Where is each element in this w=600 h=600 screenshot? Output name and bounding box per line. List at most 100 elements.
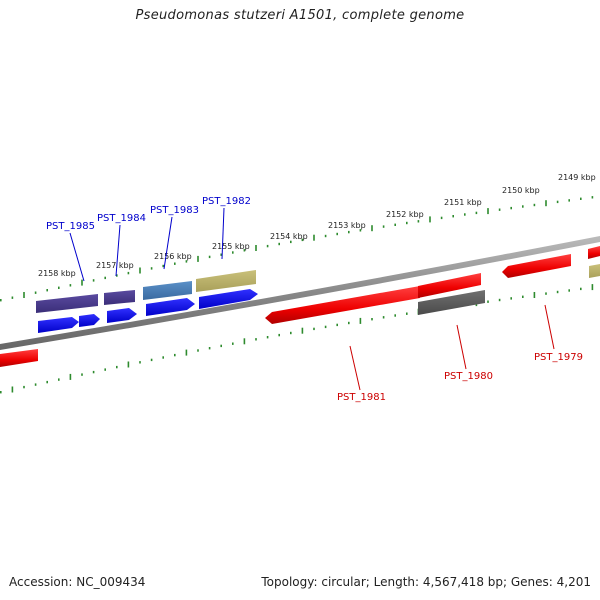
inner-ruler-minor-tick: [34, 383, 37, 386]
label-pst-1982[interactable]: PST_1982: [202, 196, 251, 207]
outer-ruler-minor-tick: [556, 200, 559, 204]
cds-arrow-5[interactable]: [199, 289, 258, 309]
inner-ruler-minor-tick: [313, 327, 315, 331]
label-pst-1980[interactable]: PST_1980: [444, 371, 493, 382]
outer-ruler-minor-tick: [406, 221, 408, 225]
outer-ruler-minor-tick: [278, 242, 280, 246]
inner-ruler-minor-tick: [487, 300, 489, 303]
ruler-label-2151: 2151 kbp: [444, 198, 482, 207]
outer-ruler-minor-tick: [580, 197, 582, 200]
inner-ruler-minor-tick: [162, 356, 164, 359]
outer-ruler-minor-tick: [58, 286, 60, 289]
inner-ruler-major-tick: [533, 292, 536, 298]
gene-pst-1980-block[interactable]: [418, 290, 485, 315]
inner-ruler-major-tick: [127, 361, 130, 368]
gene-pst-1981-arrow[interactable]: [265, 286, 420, 324]
inner-ruler-major-tick: [185, 349, 188, 356]
outer-ruler-minor-tick: [150, 267, 153, 270]
outer-ruler-minor-tick: [591, 196, 594, 199]
outer-ruler-major-tick: [81, 279, 83, 286]
gene-labels: PST_1985 PST_1984 PST_1983 PST_1982 PST_…: [46, 196, 583, 403]
label-pst-1985[interactable]: PST_1985: [46, 221, 95, 232]
gene-red-feature-left[interactable]: [0, 349, 38, 367]
topology-summary: Topology: circular; Length: 4,567,418 bp…: [261, 575, 591, 589]
outer-ruler-minor-tick: [510, 206, 512, 210]
outer-ruler-minor-tick: [208, 255, 211, 259]
gene-pst-1983-block[interactable]: [143, 281, 192, 300]
inner-ruler-minor-tick: [382, 316, 385, 319]
cds-arrow-4[interactable]: [146, 298, 195, 316]
label-pst-1981[interactable]: PST_1981: [337, 392, 386, 403]
outer-ruler-minor-tick: [232, 251, 234, 254]
ruler-label-2156: 2156 kbp: [154, 252, 192, 261]
leader-pst-1984: [115, 224, 121, 277]
outer-ruler-minor-tick: [382, 225, 385, 228]
inner-ruler-major-tick: [243, 338, 246, 345]
outer-ruler-major-tick: [313, 234, 315, 241]
cds-arrow-1[interactable]: [38, 317, 79, 333]
inner-ruler-minor-tick: [58, 378, 60, 381]
outer-ruler-minor-tick: [11, 296, 14, 299]
inner-ruler-minor-tick: [545, 292, 547, 295]
label-pst-1984[interactable]: PST_1984: [97, 213, 146, 224]
reverse-features: [0, 254, 571, 367]
inner-ruler-major-tick: [301, 327, 304, 334]
outer-ruler-minor-tick: [220, 253, 222, 256]
outer-ruler-minor-tick: [243, 249, 246, 252]
outer-ruler-major-tick: [429, 216, 431, 223]
outer-ruler-labels: 2158 kbp 2157 kbp 2156 kbp 2155 kbp 2154…: [38, 173, 596, 278]
gene-pst-1982-block[interactable]: [196, 270, 256, 292]
inner-ruler-minor-tick: [255, 338, 257, 341]
outer-ruler-major-tick: [139, 267, 141, 274]
inner-ruler-minor-tick: [498, 298, 501, 302]
inner-ruler-minor-tick: [46, 380, 48, 384]
gene-red-feature-upper[interactable]: [588, 246, 600, 259]
outer-ruler-minor-tick: [34, 291, 37, 294]
outer-ruler-minor-tick: [266, 244, 269, 248]
gene-pst-1979-arrow[interactable]: [502, 254, 571, 278]
inner-ruler-major-tick: [591, 284, 594, 291]
inner-ruler-minor-tick: [232, 342, 234, 345]
leader-pst-1981: [349, 345, 361, 391]
outer-ruler-minor-tick: [464, 213, 466, 216]
inner-ruler-minor-tick: [522, 295, 524, 298]
outer-ruler-major-tick: [197, 255, 199, 262]
inner-ruler-minor-tick: [580, 287, 582, 291]
inner-ruler-minor-tick: [81, 373, 83, 376]
outer-ruler-minor-tick: [336, 232, 338, 236]
outer-ruler-minor-tick: [46, 289, 48, 292]
outer-ruler-minor-tick: [568, 199, 570, 202]
label-pst-1979[interactable]: PST_1979: [534, 352, 583, 363]
ruler-label-2155: 2155 kbp: [212, 242, 250, 251]
outer-ruler-minor-tick: [324, 234, 327, 238]
inner-ruler-minor-tick: [290, 331, 292, 335]
cds-arrow-3[interactable]: [107, 308, 137, 323]
ruler-label-2157: 2157 kbp: [96, 261, 134, 270]
ruler-label-2150: 2150 kbp: [502, 186, 540, 195]
inner-ruler-minor-tick: [104, 368, 106, 371]
inner-ruler-minor-tick: [510, 297, 512, 300]
gene-pst-1984-block[interactable]: [104, 290, 135, 305]
outer-ruler-major-tick: [545, 200, 547, 207]
leader-pst-1979: [544, 304, 555, 350]
inner-ruler-minor-tick: [324, 325, 327, 329]
outer-ruler-minor-tick: [417, 220, 420, 223]
inner-ruler-minor-tick: [406, 312, 408, 315]
inner-ruler-minor-tick: [394, 314, 396, 317]
ruler-label-2154: 2154 kbp: [270, 232, 308, 241]
cds-arrow-2[interactable]: [79, 314, 100, 327]
label-pst-1983[interactable]: PST_1983: [150, 205, 199, 216]
inner-ruler-minor-tick: [23, 385, 25, 389]
inner-ruler-major-tick: [69, 373, 72, 380]
outer-ruler-minor-tick: [498, 208, 501, 211]
gene-pst-1985-block[interactable]: [36, 294, 98, 313]
outer-ruler-minor-tick: [162, 264, 164, 268]
outer-ruler-major-tick: [371, 225, 373, 232]
gene-pst-1981-arrow-b[interactable]: [418, 273, 481, 298]
gene-khaki-feature-edge[interactable]: [589, 264, 600, 278]
outer-ruler-ticks: [0, 196, 594, 302]
inner-ruler-minor-tick: [568, 289, 570, 292]
outer-ruler-minor-tick: [290, 240, 292, 244]
outer-ruler-minor-tick: [104, 276, 106, 280]
